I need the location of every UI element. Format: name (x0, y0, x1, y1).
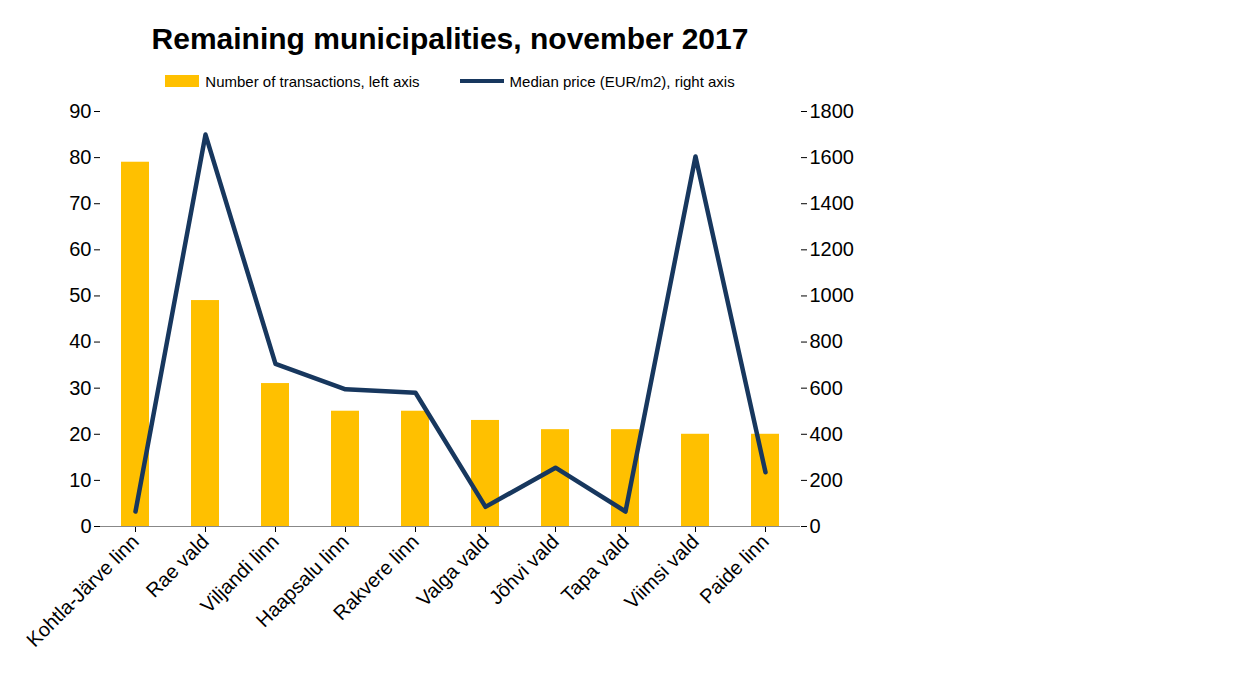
svg-text:70: 70 (69, 192, 91, 214)
svg-text:1400: 1400 (810, 192, 855, 214)
html-text:Median price (EUR/m2), right a: Median price (EUR/m2), right axis (509, 72, 735, 90)
svg-text:600: 600 (810, 377, 843, 399)
html-text:Number of transactions, left a: Number of transactions, left axis (205, 72, 420, 90)
svg-text:Haapsalu linn: Haapsalu linn (251, 530, 353, 632)
svg-text:1200: 1200 (810, 238, 855, 260)
svg-text:0: 0 (80, 515, 91, 537)
svg-text:30: 30 (69, 377, 91, 399)
svg-text:20: 20 (69, 423, 91, 445)
svg-text:400: 400 (810, 423, 843, 445)
svg-text:1000: 1000 (810, 284, 855, 306)
svg-text:Jõhvi vald: Jõhvi vald (484, 530, 562, 608)
svg-text:Viljandi linn: Viljandi linn (196, 530, 283, 617)
svg-text:Kohtla-Järve linn: Kohtla-Järve linn (22, 530, 143, 651)
svg-text:40: 40 (69, 330, 91, 352)
html-text:Remaining municipalities, nove: Remaining municipalities, november 2017 (151, 22, 749, 55)
svg-text:60: 60 (69, 238, 91, 260)
svg-text:Viimsi vald: Viimsi vald (620, 530, 703, 613)
svg-text:800: 800 (810, 330, 843, 352)
svg-text:90: 90 (69, 100, 91, 122)
svg-text:1600: 1600 (810, 146, 855, 168)
svg-text:1800: 1800 (810, 100, 855, 122)
svg-text:Valga vald: Valga vald (412, 530, 493, 611)
svg-text:200: 200 (810, 469, 843, 491)
svg-text:0: 0 (810, 515, 821, 537)
svg-text:10: 10 (69, 469, 91, 491)
svg-text:80: 80 (69, 146, 91, 168)
svg-text:Tapa vald: Tapa vald (556, 530, 633, 607)
svg-text:Paide linn: Paide linn (695, 530, 773, 608)
svg-text:Rakvere linn: Rakvere linn (329, 530, 423, 624)
svg-text:50: 50 (69, 284, 91, 306)
svg-text:Rae vald: Rae vald (141, 530, 212, 601)
